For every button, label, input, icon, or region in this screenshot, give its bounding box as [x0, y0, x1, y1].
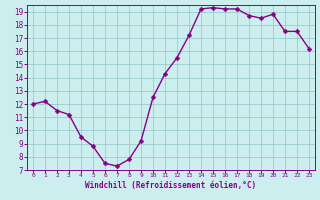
X-axis label: Windchill (Refroidissement éolien,°C): Windchill (Refroidissement éolien,°C)	[85, 181, 257, 190]
